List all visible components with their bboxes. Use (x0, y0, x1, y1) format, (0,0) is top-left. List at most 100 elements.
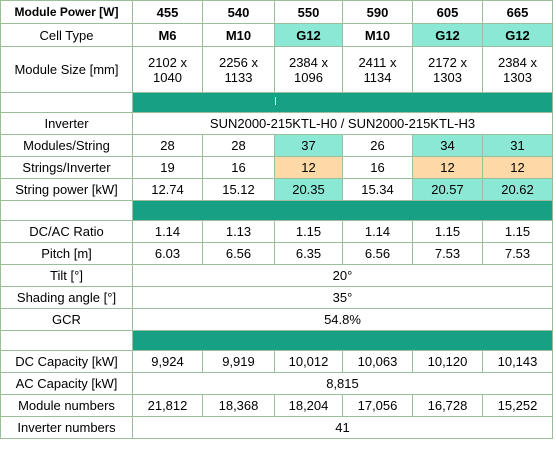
pitch-1: 6.03 (132, 242, 203, 265)
cell-type-1: M6 (132, 23, 203, 47)
separator-band-3 (0, 330, 553, 351)
module-size-3: 2384 x 1096 (274, 46, 343, 93)
label-dc-capacity: DC Capacity [kW] (0, 350, 133, 373)
label-shading-angle: Shading angle [°] (0, 286, 133, 309)
row-dc-ac-ratio: DC/AC Ratio 1.14 1.13 1.15 1.14 1.15 1.1… (0, 220, 553, 243)
row-pitch: Pitch [m] 6.03 6.56 6.35 6.56 7.53 7.53 (0, 242, 553, 265)
dc-ac-ratio-3: 1.15 (274, 220, 343, 243)
strings-per-inverter-2: 16 (202, 156, 275, 179)
string-power-5: 20.57 (412, 178, 483, 201)
modules-per-string-6: 31 (482, 134, 553, 157)
dc-capacity-5: 10,120 (412, 350, 483, 373)
module-size-3-width: 1096 (294, 69, 323, 85)
row-cell-type: Cell Type M6 M10 G12 M10 G12 G12 (0, 23, 553, 47)
band-1-tick (275, 97, 276, 105)
module-power-1: 455 (132, 0, 203, 24)
label-gcr: GCR (0, 308, 133, 331)
row-strings-per-inverter: Strings/Inverter 19 16 12 16 12 12 (0, 156, 553, 179)
module-numbers-2: 18,368 (202, 394, 275, 417)
module-size-6: 2384 x 1303 (482, 46, 553, 93)
module-size-4-width: 1134 (363, 69, 392, 85)
band-2-blank (0, 200, 133, 221)
dc-capacity-6: 10,143 (482, 350, 553, 373)
pitch-3: 6.35 (274, 242, 343, 265)
shading-angle-value: 35° (132, 286, 553, 309)
gcr-value: 54.8% (132, 308, 553, 331)
inverter-model: SUN2000-215KTL-H0 / SUN2000-215KTL-H3 (132, 112, 553, 135)
strings-per-inverter-3: 12 (274, 156, 343, 179)
modules-per-string-5: 34 (412, 134, 483, 157)
ac-capacity-value: 8,815 (132, 372, 553, 395)
pitch-4: 6.56 (342, 242, 413, 265)
module-size-2-width: 1133 (224, 69, 253, 85)
label-modules-per-string: Modules/String (0, 134, 133, 157)
module-power-3: 550 (274, 0, 343, 24)
band-1-fill (132, 92, 553, 113)
band-3-fill (132, 330, 553, 351)
strings-per-inverter-1: 19 (132, 156, 203, 179)
module-size-4-length: 2411 x (358, 54, 397, 70)
module-size-6-length: 2384 x (497, 54, 538, 70)
string-power-3: 20.35 (274, 178, 343, 201)
row-shading-angle: Shading angle [°] 35° (0, 286, 553, 309)
module-size-1: 2102 x 1040 (132, 46, 203, 93)
label-inverter-numbers: Inverter numbers (0, 416, 133, 439)
modules-per-string-2: 28 (202, 134, 275, 157)
band-2-fill (132, 200, 553, 221)
row-dc-capacity: DC Capacity [kW] 9,924 9,919 10,012 10,0… (0, 350, 553, 373)
dc-ac-ratio-5: 1.15 (412, 220, 483, 243)
separator-band-1 (0, 92, 553, 113)
module-power-2: 540 (202, 0, 275, 24)
dc-ac-ratio-4: 1.14 (342, 220, 413, 243)
dc-ac-ratio-6: 1.15 (482, 220, 553, 243)
cell-type-2: M10 (202, 23, 275, 47)
tilt-value: 20° (132, 264, 553, 287)
string-power-6: 20.62 (482, 178, 553, 201)
dc-capacity-4: 10,063 (342, 350, 413, 373)
module-numbers-3: 18,204 (274, 394, 343, 417)
label-cell-type: Cell Type (0, 23, 133, 47)
pitch-5: 7.53 (412, 242, 483, 265)
row-inverter-numbers: Inverter numbers 41 (0, 416, 553, 439)
strings-per-inverter-5: 12 (412, 156, 483, 179)
inverter-numbers-value: 41 (132, 416, 553, 439)
string-power-2: 15.12 (202, 178, 275, 201)
row-inverter: Inverter SUN2000-215KTL-H0 / SUN2000-215… (0, 112, 553, 135)
label-dc-ac-ratio: DC/AC Ratio (0, 220, 133, 243)
label-string-power: String power [kW] (0, 178, 133, 201)
module-size-2: 2256 x 1133 (202, 46, 275, 93)
row-gcr: GCR 54.8% (0, 308, 553, 331)
module-size-2-length: 2256 x (218, 54, 259, 70)
dc-capacity-1: 9,924 (132, 350, 203, 373)
module-numbers-4: 17,056 (342, 394, 413, 417)
cell-type-3: G12 (274, 23, 343, 47)
row-string-power: String power [kW] 12.74 15.12 20.35 15.3… (0, 178, 553, 201)
modules-per-string-1: 28 (132, 134, 203, 157)
row-ac-capacity: AC Capacity [kW] 8,815 (0, 372, 553, 395)
row-module-size: Module Size [mm] 2102 x 1040 2256 x 1133 2… (0, 46, 553, 93)
row-modules-per-string: Modules/String 28 28 37 26 34 31 (0, 134, 553, 157)
label-module-power: Module Power [W] (0, 0, 133, 24)
module-comparison-table: Module Power [W] 455 540 550 590 605 665… (0, 0, 553, 439)
dc-ac-ratio-1: 1.14 (132, 220, 203, 243)
module-size-5: 2172 x 1303 (412, 46, 483, 93)
string-power-4: 15.34 (342, 178, 413, 201)
label-inverter: Inverter (0, 112, 133, 135)
module-size-5-width: 1303 (433, 69, 462, 85)
label-tilt: Tilt [°] (0, 264, 133, 287)
row-tilt: Tilt [°] 20° (0, 264, 553, 287)
modules-per-string-4: 26 (342, 134, 413, 157)
module-numbers-5: 16,728 (412, 394, 483, 417)
row-module-power: Module Power [W] 455 540 550 590 605 665 (0, 0, 553, 24)
modules-per-string-3: 37 (274, 134, 343, 157)
dc-capacity-3: 10,012 (274, 350, 343, 373)
module-power-6: 665 (482, 0, 553, 24)
label-module-numbers: Module numbers (0, 394, 133, 417)
dc-ac-ratio-2: 1.13 (202, 220, 275, 243)
module-numbers-1: 21,812 (132, 394, 203, 417)
label-ac-capacity: AC Capacity [kW] (0, 372, 133, 395)
strings-per-inverter-4: 16 (342, 156, 413, 179)
pitch-6: 7.53 (482, 242, 553, 265)
label-module-size: Module Size [mm] (0, 46, 133, 93)
pitch-2: 6.56 (202, 242, 275, 265)
